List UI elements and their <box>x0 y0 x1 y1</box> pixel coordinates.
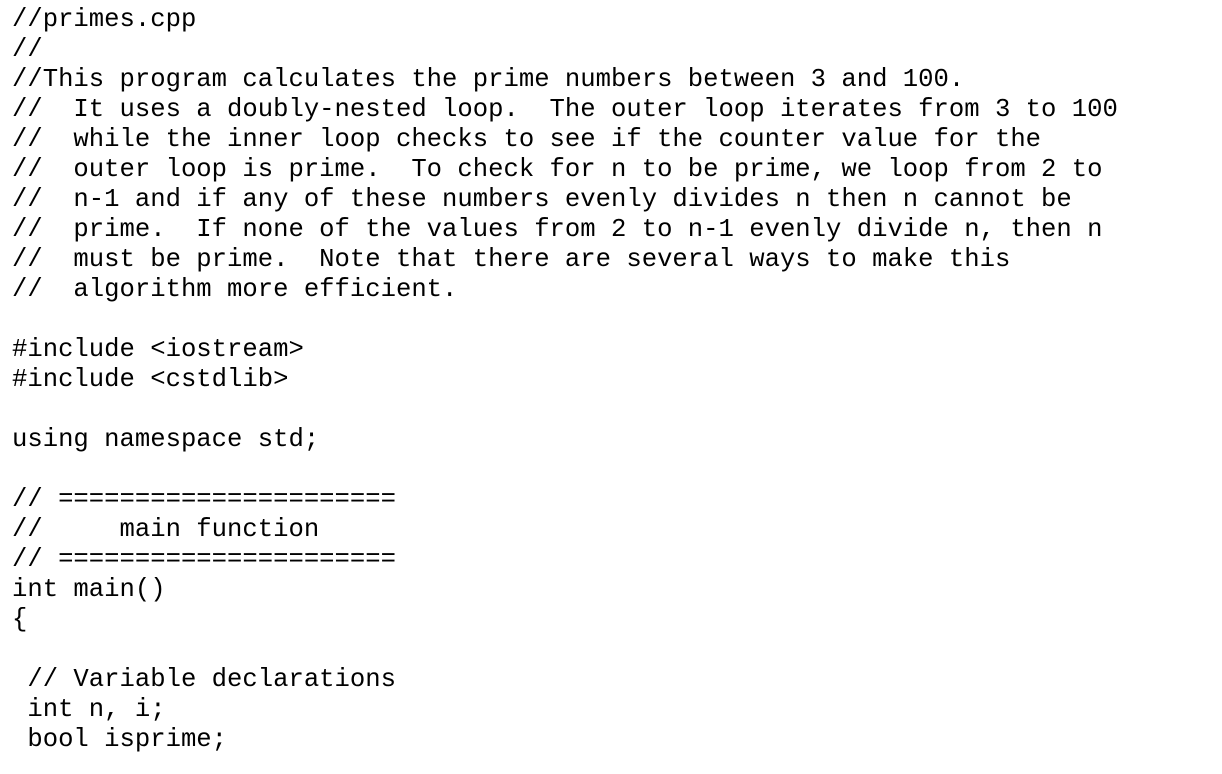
code-line: // ====================== <box>12 545 396 574</box>
code-line <box>12 455 1118 485</box>
code-line: bool isprime; <box>12 725 228 754</box>
code-line: // ====================== <box>12 485 396 514</box>
code-line: int n, i; <box>12 695 166 724</box>
code-line: #include <iostream> <box>12 335 304 364</box>
code-line: //This program calculates the prime numb… <box>12 65 965 94</box>
code-line: // It uses a doubly-nested loop. The out… <box>12 95 1118 124</box>
code-line <box>12 395 1118 425</box>
code-line: using namespace std; <box>12 425 320 454</box>
code-line: // prime. If none of the values from 2 t… <box>12 215 1103 244</box>
code-line: // while the inner loop checks to see if… <box>12 125 1042 154</box>
code-line: // n-1 and if any of these numbers evenl… <box>12 185 1072 214</box>
code-line: // must be prime. Note that there are se… <box>12 245 1011 274</box>
code-line: // main function <box>12 515 320 544</box>
code-line: //primes.cpp <box>12 5 197 34</box>
code-line: int main() <box>12 575 166 604</box>
code-listing: //primes.cpp // //This program calculate… <box>12 5 1118 755</box>
code-line: // algorithm more efficient. <box>12 275 458 304</box>
code-line: // Variable declarations <box>12 665 396 694</box>
code-line <box>12 305 1118 335</box>
code-line: // <box>12 35 43 64</box>
code-line: // outer loop is prime. To check for n t… <box>12 155 1103 184</box>
code-line: { <box>12 605 28 634</box>
code-line: #include <cstdlib> <box>12 365 289 394</box>
code-line <box>12 635 1118 665</box>
